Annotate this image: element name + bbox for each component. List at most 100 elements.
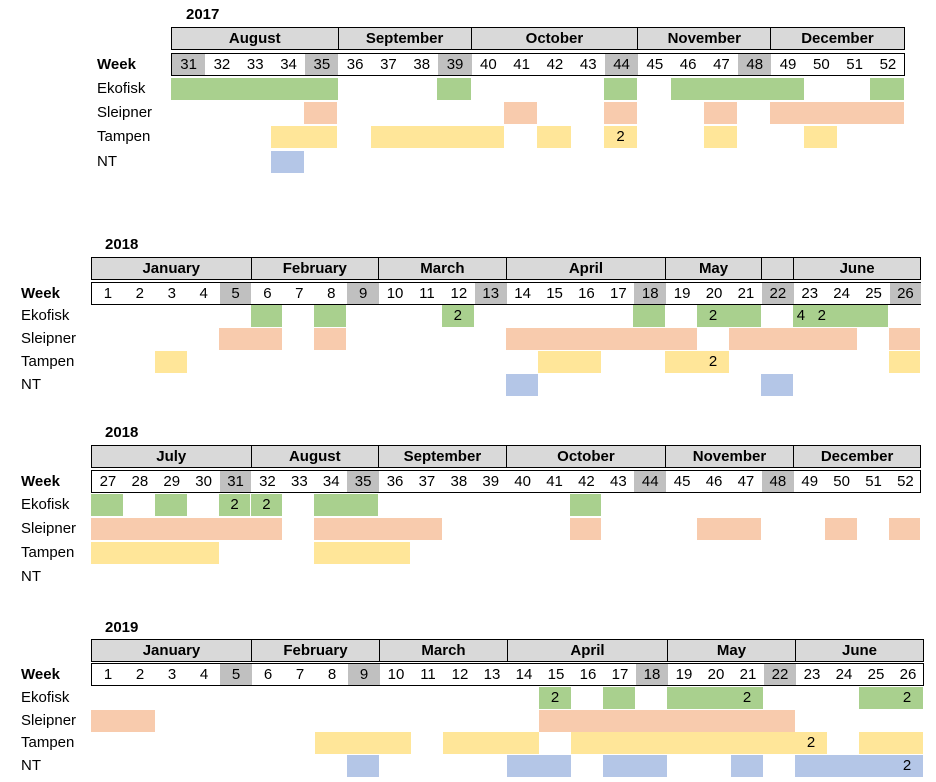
week-cell: 22 [761,283,794,304]
week-cell: 51 [865,473,882,490]
week-cell: 40 [514,473,531,490]
tampen-bar [665,351,729,373]
tampen-count-label: 2 [708,353,718,370]
ekofisk-bar [91,494,123,516]
ekofisk-bar [441,305,474,327]
week-row: 1 2 3 4 5 6 7 8 9 10 11 12 13 14 15 16 17 18 19 20 21 22 23 24 2… [91,282,922,305]
sleipner-bar [505,328,698,350]
week-cell: 3 [167,666,177,683]
week-cell: 10 [386,285,404,302]
week-cell: 47 [713,56,730,73]
year-label: 2017 [186,6,220,23]
ekofisk-bar [314,494,379,516]
ekofisk-count-label: 2 [742,689,752,706]
month-header: August [250,445,380,468]
nt-count-label: 2 [902,757,912,774]
month-header: May [667,639,796,662]
ekofisk-bar [218,494,251,516]
week-cell: 38 [413,56,431,73]
nt-bar [603,755,667,777]
week-cell: 6 [263,285,272,302]
month-header: March [378,257,507,280]
tampen-row-label: Tampen [21,544,75,561]
sleipner-row-label: Sleipner [21,330,77,347]
ekofisk-bar [539,687,571,709]
ekofisk-bar [792,305,889,327]
week-row-label: Week [21,473,60,490]
week-cell: 25 [865,285,882,302]
month-header: October [505,445,667,468]
month-header: January [91,639,252,662]
week-cell: 39 [438,54,472,75]
sleipner-bar [760,328,857,350]
ekofisk-bar [154,494,187,516]
week-cell: 46 [705,473,723,490]
month-header: December [770,27,905,50]
week-cell: 21 [737,285,755,302]
week-cell: 2 [135,285,144,302]
ekofisk-count-label: 2 [453,307,462,324]
week-cell: 41 [546,473,563,490]
week-cell: 39 [482,473,500,490]
week-cell: 32 [259,473,276,490]
sleipner-bar [888,518,921,540]
week-row-label: Week [21,666,60,683]
week-cell: 52 [879,56,897,73]
week-cell: 50 [833,473,850,490]
ekofisk-count-label: 2 [550,689,560,706]
week-cell: 9 [348,664,380,685]
week-cell: 3 [167,285,176,302]
week-cell: 1 [103,285,113,302]
nt-bar [760,374,793,396]
month-header: December [792,445,922,468]
week-cell: 26 [889,283,922,304]
week-cell: 19 [675,666,693,683]
month-header: April [505,257,667,280]
tampen-row-label: Tampen [97,128,151,145]
week-cell: 46 [679,56,697,73]
tampen-bar [803,126,837,148]
week-cell: 35 [347,471,380,492]
week-cell: 19 [673,285,691,302]
ekofisk-bar [437,78,471,100]
month-header: September [337,27,472,50]
sleipner-bar [770,102,904,124]
year-label: 2018 [105,424,139,441]
month-header: April [507,639,668,662]
ekofisk-bar [250,305,283,327]
week-cell: 11 [420,666,436,683]
nt-bar [507,755,571,777]
week-row: 1 2 3 4 5 6 7 8 9 10 11 12 13 14 15 16 17 18 19 20 21 22 23 24 2… [91,663,924,686]
tampen-bar [859,732,923,754]
sleipner-bar [314,518,442,540]
week-cell: 1 [103,666,113,683]
week-cell: 26 [899,666,917,683]
week-cell: 29 [163,473,181,490]
week-cell: 2 [135,666,145,683]
week-cell: 49 [801,473,819,490]
month-header: March [379,639,508,662]
nt-bar [731,755,763,777]
week-cell: 23 [801,285,819,302]
week-cell: 43 [579,56,597,73]
ekofisk-row-label: Ekofisk [21,496,70,513]
week-cell: 11 [419,285,435,302]
week-cell: 44 [634,471,667,492]
week-cell: 45 [673,473,691,490]
tampen-bar [270,126,338,148]
week-cell: 37 [418,473,436,490]
week-cell: 18 [636,664,668,685]
week-cell: 48 [761,471,794,492]
week-cell: 42 [546,56,564,73]
week-row: 27 28 29 30 31 32 33 34 35 36 37 38 39 40 41 42 43 44 45 46… [91,470,922,493]
ekofisk-bar [870,78,904,100]
sleipner-bar [539,710,795,732]
week-cell: 12 [450,285,468,302]
ekofisk-row-label: Ekofisk [97,80,146,97]
ekofisk-bar [633,305,666,327]
ekofisk-count-label: 2 [230,496,239,513]
sleipner-bar [91,518,283,540]
week-cell: 21 [739,666,757,683]
week-cell: 18 [634,283,667,304]
